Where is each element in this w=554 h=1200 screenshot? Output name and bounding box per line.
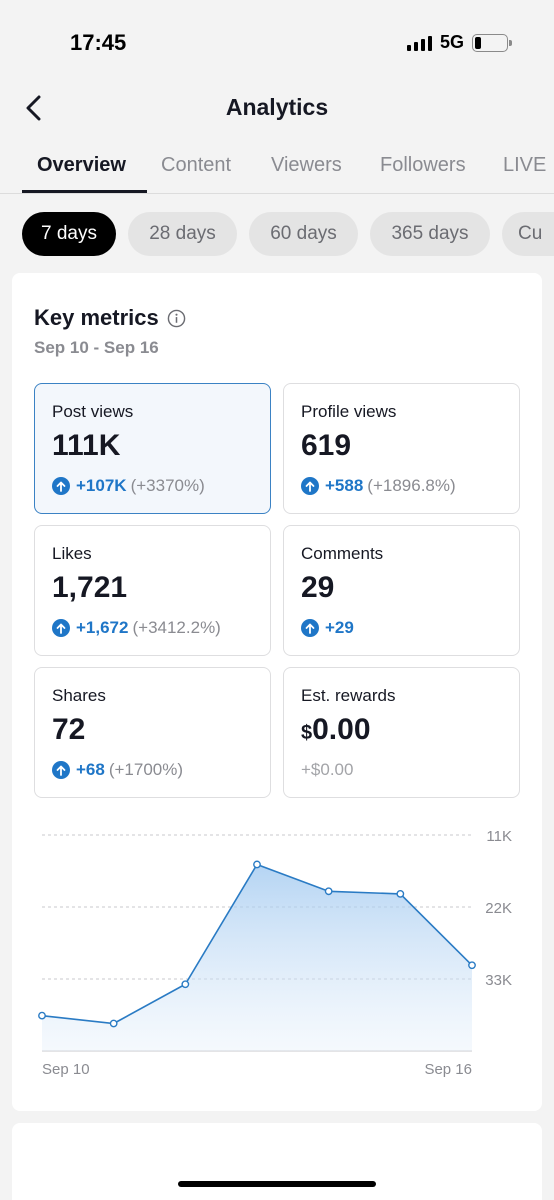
date-range-label: Sep 10 - Sep 16 xyxy=(34,338,159,357)
metric-label: Post views xyxy=(52,402,134,421)
post-views-chart[interactable]: 33K 22K 11K Sep 10 Sep 16 xyxy=(12,813,542,1093)
metric-post-views[interactable]: Post views 111K +107K (+3370%) xyxy=(34,383,271,514)
data-point xyxy=(109,1019,118,1028)
arrow-up-icon xyxy=(52,477,70,495)
data-point xyxy=(468,961,476,970)
next-section-card xyxy=(12,1123,542,1200)
x-tick-label: Sep 16 xyxy=(424,1061,472,1078)
metric-label: Likes xyxy=(52,544,92,563)
x-tick-label: Sep 10 xyxy=(42,1061,90,1078)
metric-change: +68 (+1700%) xyxy=(52,760,183,780)
info-icon[interactable] xyxy=(167,309,186,328)
status-bar: 17:45 5G xyxy=(0,0,554,80)
tab-bar: Overview Content Viewers Followers LIVE xyxy=(0,142,554,194)
metric-value: 29 xyxy=(301,571,335,604)
key-metrics-card: Key metrics Sep 10 - Sep 16 Post views 1… xyxy=(12,273,542,1111)
date-range-selector: 7 days 28 days 60 days 365 days Cu xyxy=(0,212,554,258)
data-point xyxy=(324,887,333,896)
range-chip-60-days[interactable]: 60 days xyxy=(249,212,358,256)
page-title: Analytics xyxy=(225,94,329,120)
metric-change: +1,672 (+3412.2%) xyxy=(52,618,221,638)
metric-change-percent: (+1896.8%) xyxy=(367,476,456,495)
tab-live[interactable]: LIVE xyxy=(503,154,547,176)
status-time: 17:45 xyxy=(70,30,127,55)
arrow-up-icon xyxy=(301,619,319,637)
range-chip-365-days[interactable]: 365 days xyxy=(370,212,490,256)
chevron-left-icon xyxy=(26,95,41,121)
metric-value-number: 0.00 xyxy=(312,713,371,746)
metric-change-percent: (+1700%) xyxy=(108,760,184,779)
metric-value: $0.00 xyxy=(301,713,371,747)
key-metrics-title: Key metrics xyxy=(34,305,186,331)
currency-symbol: $ xyxy=(301,722,313,744)
key-metrics-heading: Key metrics xyxy=(34,305,159,330)
metric-label: Shares xyxy=(52,686,106,705)
data-point xyxy=(38,1011,46,1020)
metric-change-value: +29 xyxy=(325,618,354,637)
metric-likes[interactable]: Likes 1,721 +1,672 (+3412.2%) xyxy=(34,525,271,656)
metric-value: 1,721 xyxy=(52,571,128,604)
metric-label: Profile views xyxy=(301,402,397,421)
active-tab-indicator xyxy=(22,190,147,193)
arrow-up-icon xyxy=(52,761,70,779)
battery-icon xyxy=(472,33,512,52)
range-chip-28-days[interactable]: 28 days xyxy=(128,212,237,256)
y-tick-label: 22K xyxy=(485,900,512,917)
metric-label: Est. rewards xyxy=(301,686,396,705)
metric-change-value: +1,672 xyxy=(76,618,129,637)
metric-profile-views[interactable]: Profile views 619 +588 (+1896.8%) xyxy=(283,383,520,514)
y-tick-label: 33K xyxy=(485,972,512,989)
metric-change-value: +588 xyxy=(325,476,364,495)
data-point xyxy=(181,980,190,989)
metric-shares[interactable]: Shares 72 +68 (+1700%) xyxy=(34,667,271,798)
metric-change: +$0.00 xyxy=(301,760,353,780)
range-chip-custom[interactable]: Cu xyxy=(502,212,554,256)
metric-est-rewards[interactable]: Est. rewards $0.00 +$0.00 xyxy=(283,667,520,798)
tab-followers[interactable]: Followers xyxy=(380,154,466,176)
metric-value: 72 xyxy=(52,713,86,746)
metric-change-value: +107K xyxy=(76,476,127,495)
arrow-up-icon xyxy=(52,619,70,637)
signal-icon xyxy=(406,35,432,51)
arrow-up-icon xyxy=(301,477,319,495)
tab-overview[interactable]: Overview xyxy=(37,154,126,176)
metric-value: 619 xyxy=(301,429,352,462)
metric-label: Comments xyxy=(301,544,384,563)
metric-comments[interactable]: Comments 29 +29 xyxy=(283,525,520,656)
metric-change: +588 (+1896.8%) xyxy=(301,476,456,496)
app-header: Analytics xyxy=(0,86,554,130)
metric-value: 111K xyxy=(52,429,121,462)
back-button[interactable] xyxy=(16,90,52,126)
tab-viewers[interactable]: Viewers xyxy=(271,154,342,176)
metric-change: +107K (+3370%) xyxy=(52,476,205,496)
data-point xyxy=(396,890,405,898)
network-type: 5G xyxy=(439,32,464,52)
metric-change-value: +$0.00 xyxy=(301,760,354,779)
data-point xyxy=(253,860,261,869)
metric-change-percent: (+3412.2%) xyxy=(132,618,221,637)
tab-content[interactable]: Content xyxy=(161,154,232,176)
status-indicators: 5G xyxy=(406,32,512,53)
metric-change: +29 xyxy=(301,618,354,638)
y-tick-label: 11K xyxy=(486,828,512,845)
range-chip-7-days[interactable]: 7 days xyxy=(22,212,116,256)
home-indicator[interactable] xyxy=(178,1181,376,1187)
metric-change-value: +68 xyxy=(76,760,105,779)
metric-change-percent: (+3370%) xyxy=(130,476,205,495)
chart-svg: 33K 22K 11K Sep 10 Sep 16 xyxy=(38,828,512,1078)
